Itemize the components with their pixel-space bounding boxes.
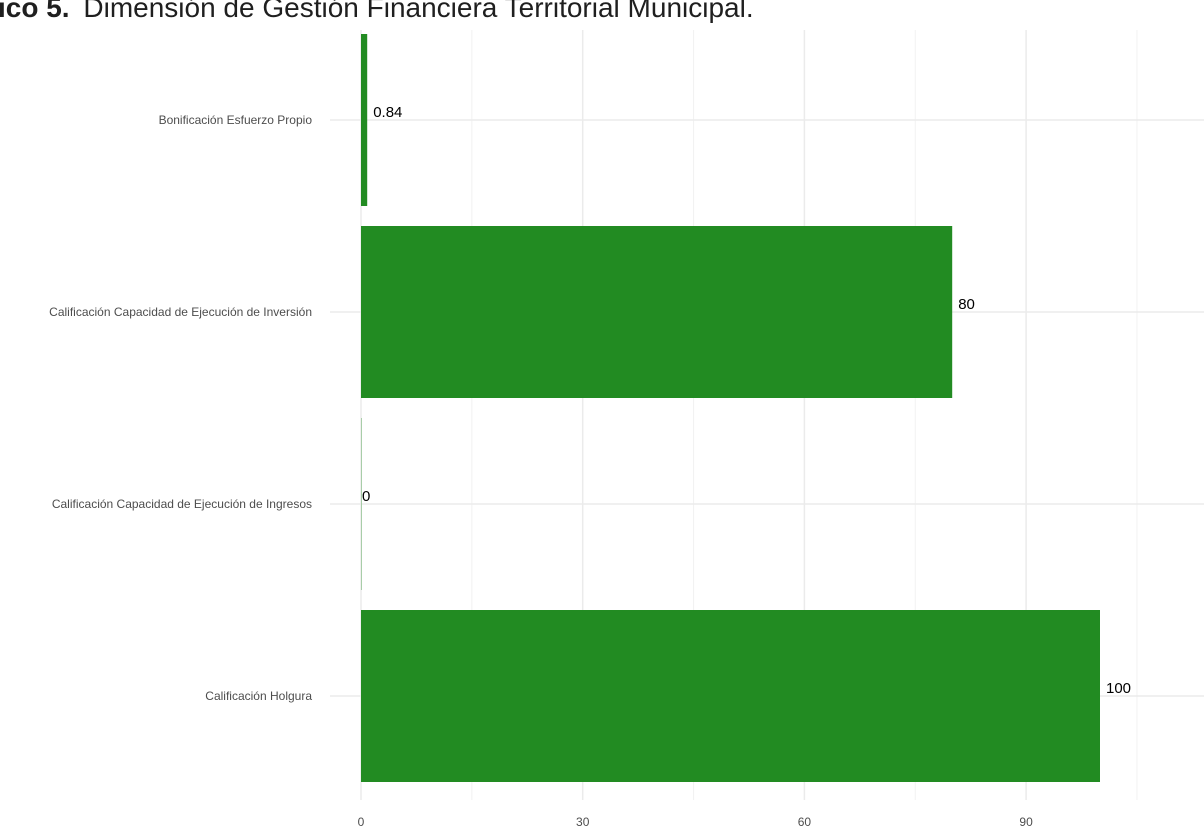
x-axis-tick-labels: 0 30 60 90 [358,815,1033,829]
category-label: Bonificación Esfuerzo Propio [159,113,313,127]
x-tick-label: 90 [1019,815,1033,829]
data-label: 100 [1106,680,1131,697]
bar [361,418,362,590]
category-label: Calificación Capacidad de Ejecución de I… [49,305,312,319]
bar [361,610,1100,782]
data-label: 0 [362,488,370,505]
category-label: Calificación Capacidad de Ejecución de I… [52,497,312,511]
chart-title-main: Dimensión de Gestión Financiera Territor… [83,0,753,23]
data-label: 80 [958,296,975,313]
data-labels: 0.84 80 0 100 [362,104,1131,697]
chart-title: ico 5. Dimensión de Gestión Financiera T… [0,0,754,23]
x-tick-label: 30 [576,815,590,829]
bar [361,226,953,398]
x-tick-label: 0 [358,815,365,829]
bar [361,34,368,206]
y-axis-tick-labels: Bonificación Esfuerzo Propio Calificación… [49,113,312,703]
data-label: 0.84 [373,104,402,121]
x-tick-label: 60 [798,815,812,829]
chart-title-prefix: ico 5. [0,0,70,23]
category-label: Calificación Holgura [205,689,312,703]
bars [361,34,1100,782]
